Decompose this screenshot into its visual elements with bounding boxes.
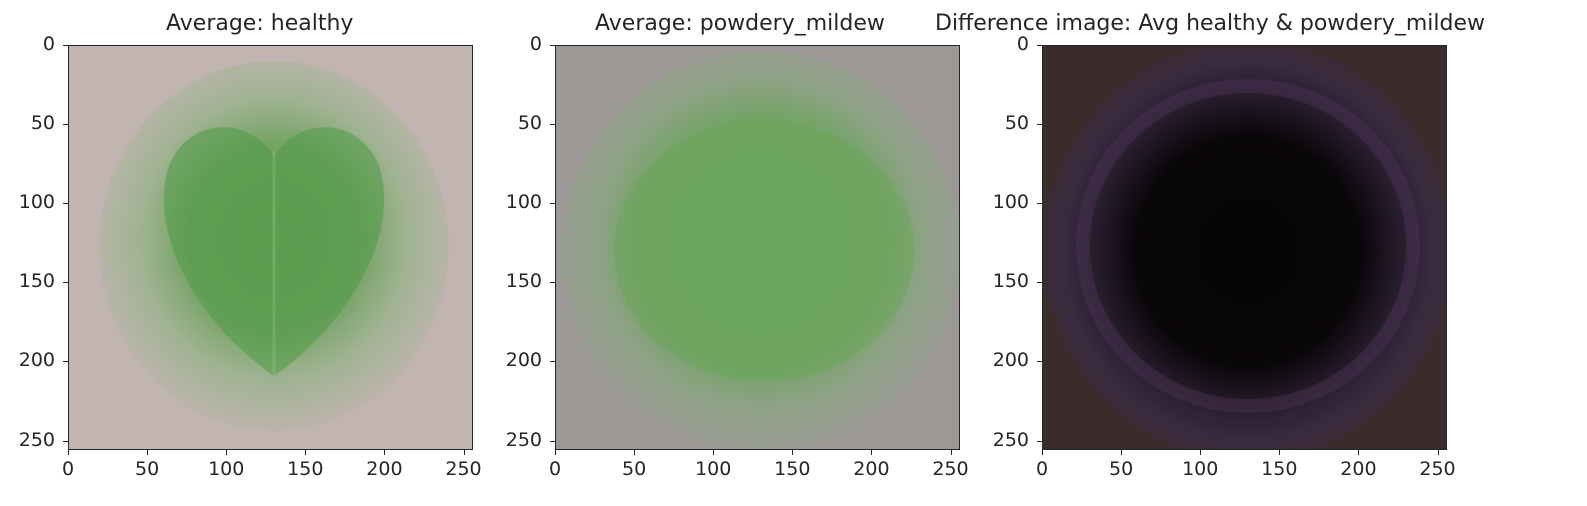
x-tick-label: 0: [1035, 458, 1049, 480]
y-tick-mark: [63, 124, 68, 126]
y-tick-mark: [1037, 282, 1042, 284]
y-tick-label: 100: [18, 191, 55, 214]
y-tick-mark: [550, 45, 555, 46]
x-tick-mark: [226, 450, 228, 455]
y-tick-label: 50: [30, 112, 55, 135]
y-tick-label: 200: [992, 349, 1029, 372]
x-tick-mark: [950, 450, 952, 455]
y-tick-label: 150: [505, 270, 542, 293]
x-tick-label: 100: [208, 458, 245, 480]
x-tick-mark: [463, 450, 465, 455]
x-tick-label: 50: [1109, 458, 1134, 480]
x-tick-label: 50: [135, 458, 160, 480]
chart-panel-healthy: Average: healthy 0 50 100 150 200 250 0 50 100 15…: [0, 0, 482, 506]
y-tick-label: 150: [18, 270, 55, 293]
x-tick-label: 100: [1182, 458, 1219, 480]
heatmap-image: [1042, 45, 1447, 450]
y-tick-mark: [63, 440, 68, 442]
y-tick-mark: [1037, 440, 1042, 442]
y-tick-label: 150: [992, 270, 1029, 293]
y-tick-label: 50: [517, 112, 542, 135]
y-tick-label: 0: [42, 33, 55, 55]
x-tick-label: 100: [695, 458, 732, 480]
chart-panel-difference: Difference image: Avg healthy & powdery_…: [935, 0, 1485, 506]
y-tick-mark: [550, 440, 555, 442]
x-tick-mark: [384, 450, 386, 455]
x-tick-label: 0: [61, 458, 75, 480]
y-tick-label: 100: [505, 191, 542, 214]
y-tick-label: 200: [505, 349, 542, 372]
y-tick-label: 0: [529, 33, 542, 55]
y-tick-mark: [550, 124, 555, 126]
chart-title: Average: healthy: [166, 11, 354, 36]
x-tick-mark: [1121, 450, 1123, 455]
x-tick-label: 250: [932, 458, 969, 480]
y-tick-mark: [63, 45, 68, 46]
y-tick-label: 0: [1016, 33, 1029, 55]
x-tick-label: 150: [1261, 458, 1298, 480]
y-tick-label: 250: [505, 428, 542, 451]
y-tick-label: 200: [18, 349, 55, 372]
y-tick-mark: [63, 361, 68, 363]
x-tick-mark: [713, 450, 715, 455]
x-tick-label: 200: [1340, 458, 1377, 480]
chart-title: Difference image: Avg healthy & powdery_…: [935, 11, 1486, 36]
x-tick-mark: [555, 450, 556, 455]
y-tick-label: 100: [992, 191, 1029, 214]
chart-panel-powdery-mildew: Average: powdery_mildew 0 50 100 150 200 250 0…: [487, 0, 969, 506]
y-tick-label: 50: [1004, 112, 1029, 135]
x-tick-mark: [1358, 450, 1360, 455]
heatmap-image: [68, 45, 473, 450]
y-tick-mark: [550, 282, 555, 284]
x-tick-mark: [634, 450, 636, 455]
y-tick-mark: [550, 203, 555, 205]
x-tick-mark: [1042, 450, 1043, 455]
x-tick-mark: [68, 450, 69, 455]
y-tick-mark: [1037, 124, 1042, 126]
y-tick-mark: [1037, 45, 1042, 46]
y-tick-mark: [1037, 361, 1042, 363]
y-tick-label: 250: [18, 428, 55, 451]
x-tick-label: 200: [366, 458, 403, 480]
x-tick-label: 150: [774, 458, 811, 480]
chart-title: Average: powdery_mildew: [595, 11, 885, 36]
x-tick-mark: [871, 450, 873, 455]
y-tick-mark: [1037, 203, 1042, 205]
y-tick-mark: [550, 361, 555, 363]
y-tick-mark: [63, 282, 68, 284]
heatmap-svg: [1043, 46, 1446, 449]
x-tick-label: 150: [287, 458, 324, 480]
x-tick-mark: [147, 450, 149, 455]
x-tick-label: 250: [445, 458, 482, 480]
heatmap-svg: [69, 46, 472, 449]
x-tick-label: 0: [548, 458, 562, 480]
x-tick-mark: [1279, 450, 1281, 455]
x-tick-mark: [305, 450, 307, 455]
x-tick-label: 50: [622, 458, 647, 480]
y-tick-label: 250: [992, 428, 1029, 451]
x-tick-mark: [1200, 450, 1202, 455]
x-tick-mark: [1437, 450, 1439, 455]
heatmap-image: [555, 45, 960, 450]
heatmap-svg: [556, 46, 959, 449]
x-tick-label: 200: [853, 458, 890, 480]
x-tick-label: 250: [1419, 458, 1456, 480]
x-tick-mark: [792, 450, 794, 455]
y-tick-mark: [63, 203, 68, 205]
